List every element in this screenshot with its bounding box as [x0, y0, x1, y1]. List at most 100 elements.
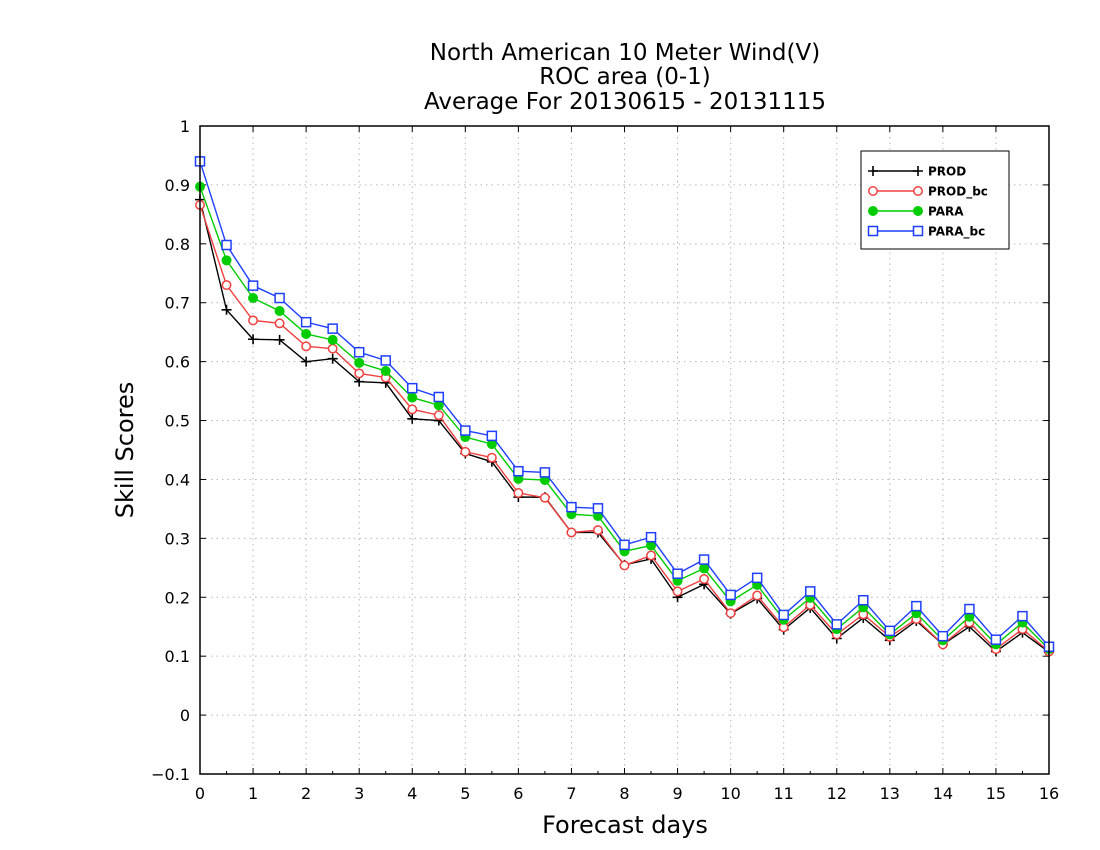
x-axis-label: Forecast days: [542, 811, 708, 839]
data-point-para-bc: [592, 503, 604, 514]
legend-label-prod: PROD: [928, 165, 966, 179]
series-lines: [194, 156, 1055, 658]
chart-title-line-3: Average For 20130615 - 20131115: [424, 89, 826, 115]
legend-marker-prod: [913, 166, 923, 176]
series-line-prod: [199, 199, 1050, 653]
data-point-prod: [274, 334, 285, 345]
legend-entry-para-bc: PARA_bc: [867, 225, 985, 240]
x-tick-label: 8: [619, 784, 629, 803]
y-tick-label: 0.9: [165, 176, 190, 195]
y-tick-label: 0.5: [165, 412, 190, 431]
data-point-prod-bc: [221, 280, 232, 291]
data-point-prod-bc: [725, 608, 736, 619]
data-point-para-bc: [486, 430, 498, 442]
data-point-para: [274, 305, 285, 316]
data-point-para-bc: [858, 594, 869, 606]
legend-marker-para: [868, 206, 878, 216]
data-point-prod: [248, 334, 259, 345]
series-line-prod-bc: [199, 204, 1050, 653]
data-point-prod-bc: [593, 525, 603, 536]
data-point-para-bc: [698, 554, 710, 565]
x-tick-label: 12: [827, 784, 847, 803]
x-tick-label: 16: [1039, 784, 1059, 803]
data-point-prod-bc: [646, 550, 656, 561]
legend-label-para: PARA: [928, 205, 964, 219]
data-point-prod: [407, 413, 418, 424]
y-tick-label: 0.8: [165, 235, 190, 254]
data-point-para-bc: [247, 280, 259, 291]
data-point-prod-bc: [566, 527, 577, 538]
y-tick-label: 0.4: [165, 470, 190, 489]
data-point-para-bc: [433, 391, 445, 403]
x-tick-label: 15: [986, 784, 1006, 803]
axis-ticks: −0.100.10.20.30.40.50.60.70.80.910 1 2 3 4 5 6…: [151, 117, 1059, 803]
series-para-bc: [194, 156, 1055, 653]
data-point-para-bc: [937, 630, 949, 642]
series-prod-bc: [195, 199, 1054, 657]
data-point-para-bc: [911, 600, 922, 612]
data-point-para: [248, 293, 259, 304]
chart-title-line-1: North American 10 Meter Wind(V): [430, 40, 820, 66]
y-tick-label: 0.7: [165, 294, 190, 313]
y-tick-label: 0.3: [165, 529, 190, 548]
data-point-para-bc: [990, 634, 1002, 645]
x-tick-label: 2: [301, 784, 311, 803]
data-point-prod-bc: [460, 446, 471, 457]
x-tick-label: 14: [933, 784, 953, 803]
data-point-para-bc: [831, 619, 842, 630]
chart-title-line-2: ROC area (0-1): [539, 64, 711, 90]
data-point-para: [354, 357, 365, 368]
data-point-para-bc: [380, 355, 391, 366]
legend-entry-prod-bc: PROD_bc: [868, 185, 988, 200]
data-point-para-bc: [751, 572, 763, 584]
data-point-para-bc: [327, 323, 338, 334]
data-point-para-bc: [804, 586, 816, 597]
data-point-prod: [327, 353, 338, 364]
data-point-prod-bc: [274, 318, 285, 329]
y-tick-label: 0.2: [165, 588, 190, 607]
x-tick-label: 0: [195, 784, 205, 803]
data-point-para: [699, 563, 710, 574]
data-point-para-bc: [964, 603, 975, 615]
data-point-para-bc: [619, 539, 630, 551]
data-point-prod-bc: [354, 368, 365, 379]
x-tick-label: 3: [354, 784, 364, 803]
legend-entry-prod: PROD: [868, 165, 966, 179]
legend-entry-para: PARA: [868, 205, 964, 219]
x-tick-label: 5: [460, 784, 470, 803]
y-tick-label: −0.1: [151, 765, 190, 784]
data-point-prod-bc: [699, 574, 710, 584]
data-point-prod-bc: [619, 560, 630, 571]
data-point-prod-bc: [301, 341, 312, 352]
legend-marker-para: [913, 206, 923, 216]
data-point-prod: [221, 304, 232, 315]
y-tick-label: 0.6: [165, 353, 190, 372]
y-tick-label: 0: [180, 706, 190, 725]
data-point-para-bc: [407, 382, 418, 394]
data-point-prod-bc: [486, 452, 497, 463]
data-point-para: [327, 334, 338, 345]
data-point-para-bc: [513, 465, 524, 477]
x-tick-label: 6: [513, 784, 523, 803]
data-point-prod-bc: [672, 586, 683, 597]
data-point-para-bc: [725, 589, 736, 601]
legend-marker-para-bc: [912, 225, 924, 237]
data-point-prod-bc: [433, 410, 444, 421]
x-tick-label: 1: [248, 784, 258, 803]
data-point-para-bc: [566, 501, 577, 513]
data-point-para: [380, 366, 391, 377]
x-tick-label: 9: [672, 784, 682, 803]
legend-label-para-bc: PARA_bc: [928, 225, 985, 240]
data-point-prod-bc: [539, 492, 550, 503]
data-point-prod-bc: [248, 315, 259, 326]
data-point-para: [221, 255, 232, 266]
data-point-para-bc: [778, 609, 789, 621]
data-point-para: [407, 392, 418, 403]
legend-marker-prod: [868, 166, 878, 176]
data-point-para-bc: [300, 316, 312, 328]
legend-box: [860, 150, 1010, 250]
grid: [200, 126, 1049, 774]
legend-label-prod-bc: PROD_bc: [928, 185, 988, 200]
y-axis-label: Skill Scores: [111, 382, 139, 519]
